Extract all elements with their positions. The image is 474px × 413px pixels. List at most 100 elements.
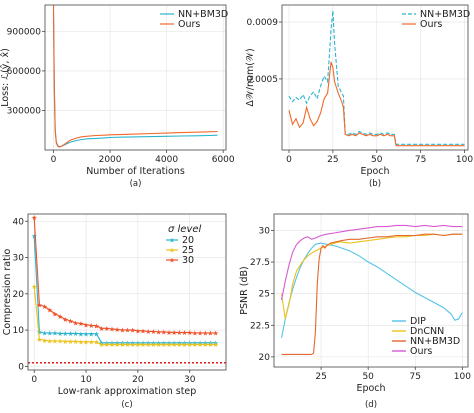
data-point: ★: [41, 330, 47, 338]
chart-d: 25 50 75 100 20 22.5 25 27.5 30 Epoch PSNR (dB) (d)…: [239, 213, 471, 410]
data-point: ★: [41, 303, 47, 311]
data-point: ★: [47, 330, 53, 338]
data-point: ★: [93, 322, 99, 330]
data-point: ★: [119, 341, 125, 349]
data-point: ★: [202, 330, 208, 338]
data-point: ★: [57, 338, 63, 346]
data-point: ★: [31, 232, 37, 240]
data-point: ★: [130, 327, 136, 335]
data-point: ★: [212, 339, 218, 347]
panel-caption: (c): [121, 400, 132, 410]
series-line-Ours: [52, 5, 218, 148]
data-point: ★: [78, 320, 84, 328]
y-tick-label: 25: [259, 290, 270, 300]
data-point: ★: [36, 301, 42, 309]
plot-frame: [273, 213, 469, 368]
data-point: ★: [67, 318, 73, 326]
data-point: ★: [161, 339, 167, 347]
y-tick-label: 0.0009: [247, 18, 279, 28]
data-point: ★: [124, 339, 130, 347]
data-point: ★: [52, 338, 58, 346]
data-point: ★: [124, 341, 130, 349]
chart-c: ★★★★★★★★★★★★★★★★★★★★★★★★★★★★★★★★★★★★★★★★…: [2, 213, 227, 410]
data-point: ★: [52, 310, 58, 318]
x-tick-label: 10: [80, 375, 92, 385]
legend-title: σ level: [168, 224, 202, 235]
data-point: ★: [197, 339, 203, 347]
data-point: ★: [207, 341, 213, 349]
x-tick-label: 100: [456, 155, 473, 165]
data-point: ★: [155, 339, 161, 347]
data-point: ★: [88, 322, 94, 330]
series-line-20: [33, 235, 216, 344]
data-point: ★: [207, 330, 213, 338]
legend-label: Ours: [420, 19, 442, 30]
data-point: ★: [124, 327, 130, 335]
legend-label: DnCNN: [410, 326, 444, 337]
x-tick-label: 6000: [212, 155, 235, 165]
data-point: ★: [181, 329, 187, 337]
legend-marker: ★: [169, 247, 175, 255]
data-point: ★: [161, 341, 167, 349]
data-point: ★: [135, 339, 141, 347]
y-axis-label: Loss: ℒ(ŷ, x̂): [0, 48, 11, 107]
data-point: ★: [104, 341, 110, 349]
data-point: ★: [192, 330, 198, 338]
data-point: ★: [114, 339, 120, 347]
data-point: ★: [36, 336, 42, 344]
data-point: ★: [202, 341, 208, 349]
data-point: ★: [47, 338, 53, 346]
data-point: ★: [166, 341, 172, 349]
legend-label: 30: [182, 255, 194, 266]
data-point: ★: [114, 341, 120, 349]
data-point: ★: [135, 341, 141, 349]
series-line-Ours: [280, 224, 463, 301]
data-point: ★: [197, 341, 203, 349]
data-point: ★: [150, 341, 156, 349]
panel-caption: (a): [130, 179, 142, 189]
data-point: ★: [140, 341, 146, 349]
data-point: ★: [93, 330, 99, 338]
x-axis-label: Number of Iterations: [86, 166, 185, 177]
series-line-NN+BM3D: [52, 11, 218, 148]
data-point: ★: [88, 338, 94, 346]
legend-label: NN+BM3D: [410, 336, 460, 347]
data-point: ★: [83, 338, 89, 346]
legend-label: 25: [182, 245, 194, 256]
data-point: ★: [155, 329, 161, 337]
data-point: ★: [187, 339, 193, 347]
x-tick-label: 25: [327, 155, 338, 165]
data-point: ★: [104, 325, 110, 333]
y-tick-label: 20: [13, 290, 25, 300]
x-tick-label: 75: [410, 372, 421, 382]
data-point: ★: [145, 339, 151, 347]
data-point: ★: [187, 329, 193, 337]
x-tick-label: 0: [31, 375, 37, 385]
data-point: ★: [88, 330, 94, 338]
data-point: ★: [161, 329, 167, 337]
legend-label: NN+BM3D: [420, 9, 470, 20]
data-point: ★: [119, 339, 125, 347]
y-tick-label: 40: [13, 217, 25, 227]
series-line-Ours: [288, 61, 465, 147]
y-axis-label: Δ𝒲/num(𝒲): [245, 48, 256, 106]
x-tick-label: 75: [415, 155, 426, 165]
x-tick-label: 25: [315, 372, 326, 382]
chart-b: 0 25 50 75 100 0.0005 0.0009 Epoch Δ𝒲/num(𝒲) (b) N…: [245, 4, 473, 189]
data-point: ★: [176, 339, 182, 347]
data-point: ★: [166, 339, 172, 347]
data-point: ★: [98, 325, 104, 333]
x-tick-label: 100: [454, 372, 471, 382]
data-point: ★: [187, 341, 193, 349]
x-axis-label: Epoch: [360, 166, 389, 177]
x-tick-label: 2000: [99, 155, 122, 165]
y-tick-label: 27.5: [250, 258, 270, 268]
data-point: ★: [145, 328, 151, 336]
data-point: ★: [212, 330, 218, 338]
data-point: ★: [109, 341, 115, 349]
y-tick-label: 22.5: [250, 321, 270, 331]
y-tick-label: 0.0005: [247, 75, 279, 85]
